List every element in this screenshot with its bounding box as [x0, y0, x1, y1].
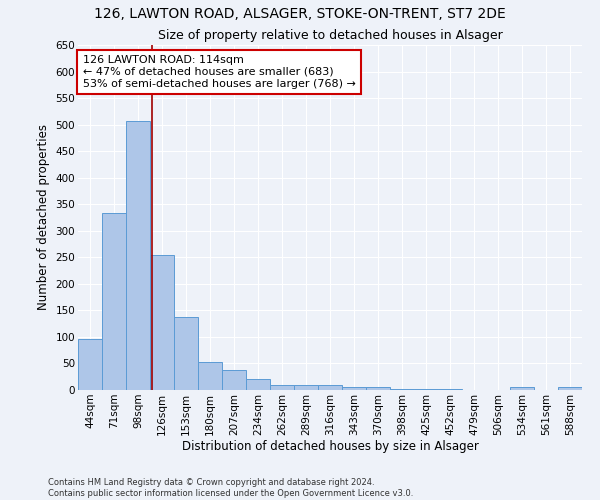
Bar — [342, 387, 366, 390]
Bar — [150, 254, 174, 390]
Bar — [270, 384, 294, 390]
Bar — [78, 338, 102, 390]
Bar — [246, 379, 270, 390]
Text: 126, LAWTON ROAD, ALSAGER, STOKE-ON-TRENT, ST7 2DE: 126, LAWTON ROAD, ALSAGER, STOKE-ON-TREN… — [94, 8, 506, 22]
Bar — [318, 384, 342, 390]
Bar — [510, 388, 534, 390]
Title: Size of property relative to detached houses in Alsager: Size of property relative to detached ho… — [158, 30, 502, 43]
Bar — [366, 388, 390, 390]
Bar — [198, 362, 222, 390]
Bar — [558, 388, 582, 390]
Text: Contains HM Land Registry data © Crown copyright and database right 2024.
Contai: Contains HM Land Registry data © Crown c… — [48, 478, 413, 498]
Bar — [222, 370, 246, 390]
X-axis label: Distribution of detached houses by size in Alsager: Distribution of detached houses by size … — [182, 440, 478, 454]
Bar — [126, 122, 150, 390]
Bar — [102, 212, 126, 390]
Text: 126 LAWTON ROAD: 114sqm
← 47% of detached houses are smaller (683)
53% of semi-d: 126 LAWTON ROAD: 114sqm ← 47% of detache… — [83, 56, 356, 88]
Bar — [294, 384, 318, 390]
Y-axis label: Number of detached properties: Number of detached properties — [37, 124, 50, 310]
Bar — [174, 317, 198, 390]
